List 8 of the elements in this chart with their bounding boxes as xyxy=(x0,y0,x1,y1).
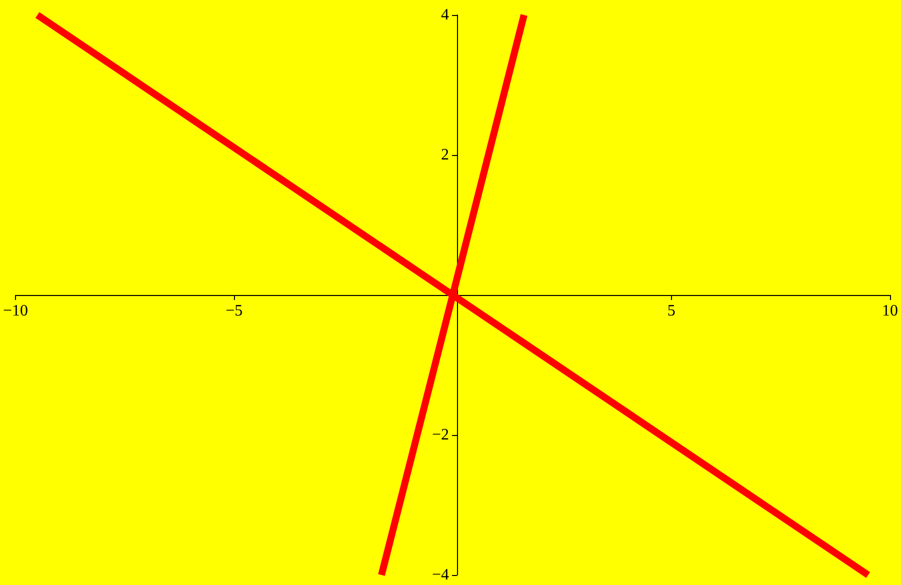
x-tick-label: 5 xyxy=(667,302,676,320)
x-tick-label: −5 xyxy=(226,302,243,320)
y-tick-label: −2 xyxy=(432,426,450,444)
y-tick-label: 4 xyxy=(441,6,450,24)
x-tick-label: −10 xyxy=(2,302,28,320)
y-tick-label: −4 xyxy=(432,566,450,584)
y-tick-label: 2 xyxy=(441,146,450,164)
x-tick-label: 10 xyxy=(882,302,898,320)
